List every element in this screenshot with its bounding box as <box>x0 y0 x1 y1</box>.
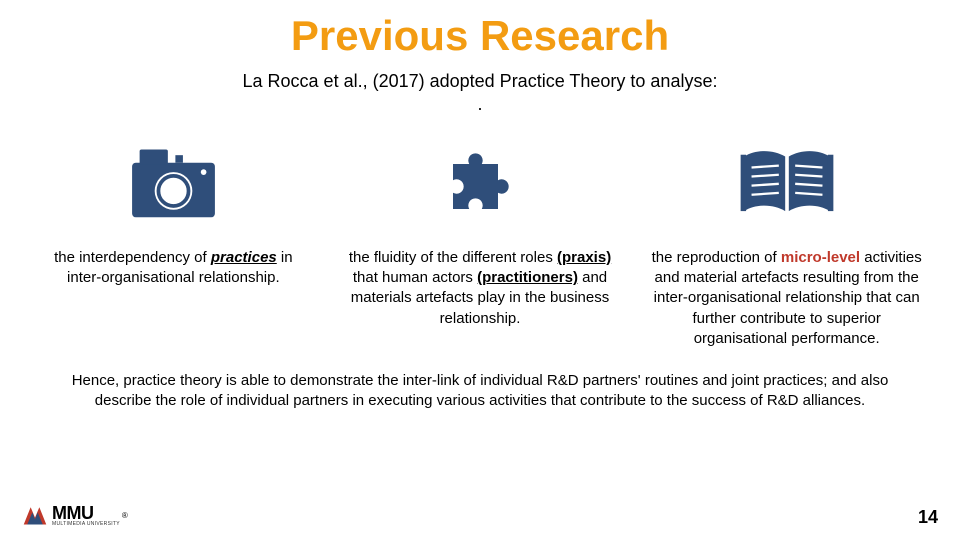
col2-p1: the fluidity of the different roles <box>349 249 557 266</box>
conclusion-text: Hence, practice theory is able to demons… <box>0 349 960 412</box>
footer: MMU MULTIMEDIA UNIVERSITY ® 14 <box>0 502 960 532</box>
book-icon <box>737 135 837 230</box>
col3-e1: micro-level <box>781 249 860 266</box>
slide-subtitle: La Rocca et al., (2017) adopted Practice… <box>0 70 960 117</box>
col2-e1: (praxis) <box>557 249 611 266</box>
col1-emph: practices <box>211 249 277 266</box>
col2-p2: that human actors <box>353 269 477 286</box>
columns-container: the interdependency of practices in inte… <box>0 117 960 349</box>
column-2-text: the fluidity of the different roles (pra… <box>337 248 624 329</box>
column-2: the fluidity of the different roles (pra… <box>337 135 624 349</box>
column-3-text: the reproduction of micro-level activiti… <box>643 248 930 349</box>
mmu-logo: MMU MULTIMEDIA UNIVERSITY ® <box>22 502 128 528</box>
logo-text: MMU MULTIMEDIA UNIVERSITY <box>52 504 120 527</box>
col2-e2: (practitioners) <box>477 269 578 286</box>
column-1-text: the interdependency of practices in inte… <box>30 248 317 289</box>
logo-mark-icon <box>22 502 48 528</box>
column-3: the reproduction of micro-level activiti… <box>643 135 930 349</box>
col3-p1: the reproduction of <box>652 249 781 266</box>
puzzle-icon <box>435 135 525 230</box>
slide-title: Previous Research <box>0 0 960 60</box>
logo-sub: MULTIMEDIA UNIVERSITY <box>52 522 120 527</box>
page-number: 14 <box>918 507 938 528</box>
column-1: the interdependency of practices in inte… <box>30 135 317 349</box>
camera-icon <box>126 135 221 230</box>
logo-main: MMU <box>52 504 120 522</box>
registered-icon: ® <box>122 511 128 520</box>
col1-pre: the interdependency of <box>54 249 211 266</box>
